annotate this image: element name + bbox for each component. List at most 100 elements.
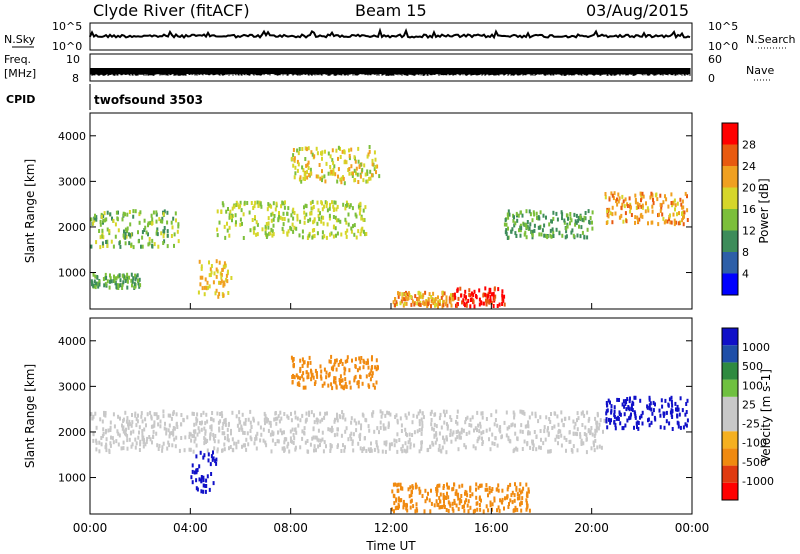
region-0-cell xyxy=(405,431,407,436)
region-4-cell xyxy=(331,158,334,163)
region-2-cell xyxy=(497,488,500,493)
region-3-cell xyxy=(253,226,256,231)
region-8-cell xyxy=(620,213,623,218)
region-2-cell xyxy=(485,483,488,488)
region-0-cell xyxy=(465,432,468,436)
region-5-cell xyxy=(416,301,419,306)
velocity-colorbar-label: Velocity [m s-1] xyxy=(759,369,773,463)
region-2-cell xyxy=(215,267,218,272)
region-0-cell xyxy=(92,414,95,419)
region-0-cell xyxy=(162,229,165,234)
region-0-cell xyxy=(532,443,535,448)
region-4-cell xyxy=(323,381,326,386)
region-6-cell xyxy=(464,289,467,294)
region-2-cell xyxy=(526,505,529,510)
region-4-cell xyxy=(309,167,312,172)
region-0-cell xyxy=(326,411,328,416)
region-0-cell xyxy=(565,438,568,442)
region-0-cell xyxy=(267,428,270,433)
region-0-cell xyxy=(95,215,98,220)
region-4-cell xyxy=(354,159,357,164)
region-3-cell xyxy=(266,233,269,238)
region-0-cell xyxy=(111,216,113,221)
region-0-cell xyxy=(396,449,399,454)
region-0-cell xyxy=(180,436,183,440)
region-0-cell xyxy=(540,437,542,442)
region-0-cell xyxy=(443,440,446,445)
region-0-cell xyxy=(141,235,144,240)
region-0-cell xyxy=(329,449,332,453)
region-0-cell xyxy=(341,410,344,415)
region-6-cell xyxy=(492,292,495,297)
region-2-cell xyxy=(409,485,412,490)
region-0-cell xyxy=(119,416,121,421)
region-0-cell xyxy=(112,244,115,249)
region-5-cell xyxy=(410,295,413,299)
region-3-cell xyxy=(311,199,314,204)
region-8-cell xyxy=(658,212,660,217)
region-4-cell xyxy=(339,381,341,386)
region-3-cell xyxy=(634,395,637,400)
region-6-cell xyxy=(456,302,459,307)
region-4-cell xyxy=(341,362,344,366)
region-0-cell xyxy=(90,217,93,222)
region-4-cell xyxy=(298,177,301,182)
region-7-cell xyxy=(515,234,518,238)
region-0-cell xyxy=(412,413,415,418)
region-0-cell xyxy=(172,432,175,437)
region-0-cell xyxy=(338,414,341,419)
region-2-cell xyxy=(488,486,491,491)
region-4-cell xyxy=(373,167,376,172)
region-3-cell xyxy=(637,426,640,431)
region-0-cell xyxy=(581,410,584,415)
region-8-cell xyxy=(636,201,639,206)
region-0-cell xyxy=(386,410,389,415)
region-3-cell xyxy=(641,421,644,426)
region-3-cell xyxy=(264,224,267,229)
region-0-cell xyxy=(450,439,453,444)
region-0-cell xyxy=(526,423,529,428)
region-4-cell xyxy=(310,150,313,155)
region-3-cell xyxy=(273,214,276,218)
region-2-cell xyxy=(511,500,514,505)
region-4-cell xyxy=(348,167,351,171)
region-2-cell xyxy=(467,509,470,514)
region-8-cell xyxy=(665,219,667,224)
region-1-cell xyxy=(205,484,208,488)
region-3-cell xyxy=(272,223,275,228)
region-3-cell xyxy=(347,222,350,227)
region-4-cell xyxy=(354,178,357,182)
region-2-cell xyxy=(215,288,218,293)
region-2-cell xyxy=(215,274,218,279)
region-3-cell xyxy=(668,397,671,402)
region-3-cell xyxy=(233,204,236,209)
region-3-cell xyxy=(651,411,654,416)
region-1-cell xyxy=(208,487,211,492)
region-4-cell xyxy=(318,163,321,167)
region-1-cell xyxy=(137,281,140,286)
region-0-cell xyxy=(289,436,292,441)
region-4-cell xyxy=(375,380,378,385)
region-0-cell xyxy=(404,427,407,432)
region-3-cell xyxy=(220,210,223,214)
region-7-cell xyxy=(531,218,534,223)
nave-tick-min: 0 xyxy=(708,72,715,85)
region-8-cell xyxy=(657,222,660,227)
region-0-cell xyxy=(315,448,317,453)
region-0-cell xyxy=(481,442,484,446)
region-5-cell xyxy=(445,295,448,300)
region-2-cell xyxy=(203,292,206,297)
region-0-cell xyxy=(117,442,120,447)
region-5-cell xyxy=(439,298,441,303)
region-3-cell xyxy=(640,413,643,418)
region-0-cell xyxy=(180,422,183,427)
region-3-cell xyxy=(261,227,264,232)
region-7-cell xyxy=(543,223,546,228)
region-3-cell xyxy=(350,226,353,231)
region-0-cell xyxy=(420,427,423,432)
region-4-cell xyxy=(353,168,356,173)
region-1-cell xyxy=(105,276,108,280)
region-8-cell xyxy=(673,198,676,203)
region-0-cell xyxy=(99,417,102,422)
region-0-cell xyxy=(103,211,106,216)
